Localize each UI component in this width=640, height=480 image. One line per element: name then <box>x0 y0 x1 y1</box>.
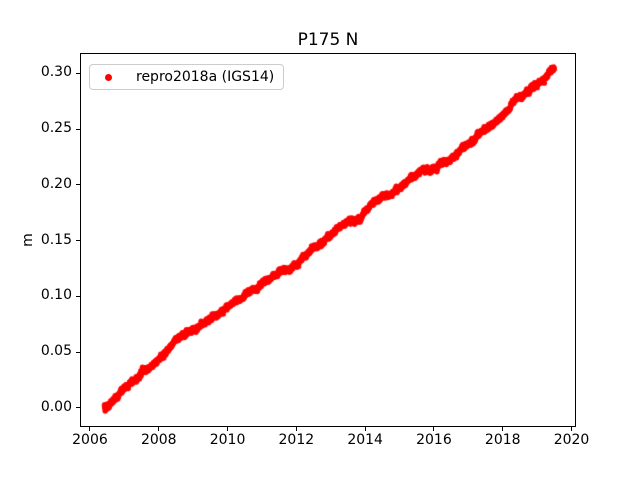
y-tick-label: 0.00 <box>40 398 72 415</box>
y-tick-label: 0.05 <box>40 343 72 360</box>
legend-dot-marker-icon <box>105 73 112 81</box>
y-tick-label: 0.10 <box>40 287 72 304</box>
x-tick-label: 2010 <box>209 432 246 448</box>
y-tick-mark <box>76 184 80 186</box>
x-tick-label: 2020 <box>553 432 590 448</box>
y-tick-label: 0.30 <box>40 64 72 81</box>
y-tick-mark <box>76 72 80 74</box>
x-tick-label: 2006 <box>72 432 108 448</box>
chart-title: P175 N <box>297 30 359 50</box>
x-tick-label: 2008 <box>140 432 177 448</box>
x-tick-label: 2014 <box>347 432 383 448</box>
x-tick-mark <box>571 427 573 431</box>
x-tick-mark <box>89 427 91 431</box>
y-tick-label: 0.15 <box>40 231 72 248</box>
x-tick-mark <box>502 427 504 431</box>
x-tick-mark <box>433 427 435 431</box>
y-tick-mark <box>76 240 80 242</box>
y-tick-mark <box>76 351 80 353</box>
x-tick-label: 2012 <box>278 432 315 448</box>
y-tick-mark <box>76 128 80 130</box>
legend-entry-label: repro2018a (IGS14) <box>136 69 275 85</box>
x-tick-label: 2018 <box>484 432 521 448</box>
x-tick-mark <box>295 427 297 431</box>
y-tick-mark <box>76 407 80 409</box>
y-tick-mark <box>76 295 80 297</box>
x-tick-label: 2016 <box>416 432 452 448</box>
y-tick-label: 0.25 <box>40 120 72 137</box>
x-tick-mark <box>158 427 160 431</box>
legend: repro2018a (IGS14) <box>89 64 284 90</box>
y-tick-label: 0.20 <box>40 175 72 192</box>
x-tick-mark <box>364 427 366 431</box>
x-tick-mark <box>227 427 229 431</box>
